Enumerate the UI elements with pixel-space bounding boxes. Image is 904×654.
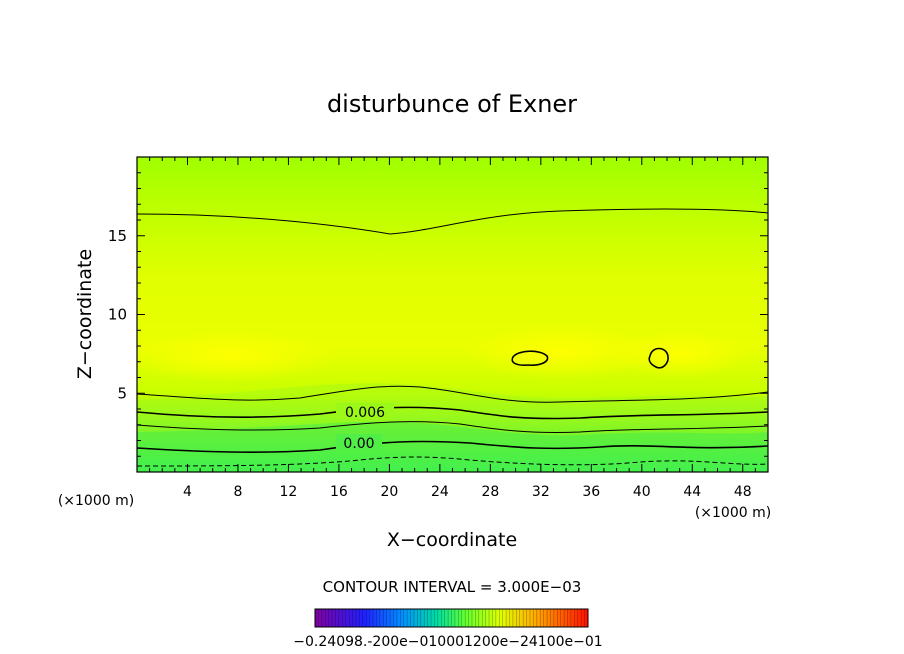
x-tick-label: 4 bbox=[183, 484, 192, 500]
x-axis: 4 8 12 16 20 24 28 32 36 40 44 48 bbox=[136, 157, 769, 500]
y-tick-label: 5 bbox=[117, 384, 127, 402]
x-unit-left: (×1000 m) bbox=[58, 493, 134, 509]
x-tick-label: 40 bbox=[633, 484, 651, 500]
x-tick-label: 12 bbox=[280, 484, 298, 500]
y-tick-label: 10 bbox=[108, 306, 127, 324]
colorbar-labels: −0.24098.‐200e−010001200e−24100e−01 bbox=[293, 634, 602, 650]
colorbar-bands bbox=[318, 609, 585, 627]
y-tick-label: 15 bbox=[108, 227, 127, 245]
chart-title: disturbunce of Exner bbox=[327, 90, 577, 118]
x-tick-label: 28 bbox=[481, 484, 499, 500]
x-tick-label: 44 bbox=[683, 484, 701, 500]
contour-interval: CONTOUR INTERVAL = 3.000E−03 bbox=[323, 578, 582, 596]
x-tick-label: 24 bbox=[431, 484, 449, 500]
x-tick-label: 32 bbox=[532, 484, 550, 500]
contour-label-bg bbox=[336, 403, 394, 419]
plot-field bbox=[137, 157, 768, 472]
contour-label-000: 0.00 bbox=[343, 436, 374, 452]
x-unit-right: (×1000 m) bbox=[695, 505, 771, 521]
contour-label-bg bbox=[336, 434, 382, 450]
x-tick-label: 20 bbox=[380, 484, 398, 500]
x-tick-label: 36 bbox=[582, 484, 600, 500]
x-tick-label: 8 bbox=[233, 484, 242, 500]
x-tick-label: 48 bbox=[734, 484, 752, 500]
contour-label-0006: 0.006 bbox=[345, 405, 385, 421]
y-axis: 5 10 15 bbox=[108, 156, 768, 473]
y-axis-label: Z−coordinate bbox=[74, 249, 96, 379]
contour-lines bbox=[137, 208, 768, 467]
x-tick-label: 16 bbox=[330, 484, 348, 500]
x-axis-label: X−coordinate bbox=[387, 529, 517, 551]
